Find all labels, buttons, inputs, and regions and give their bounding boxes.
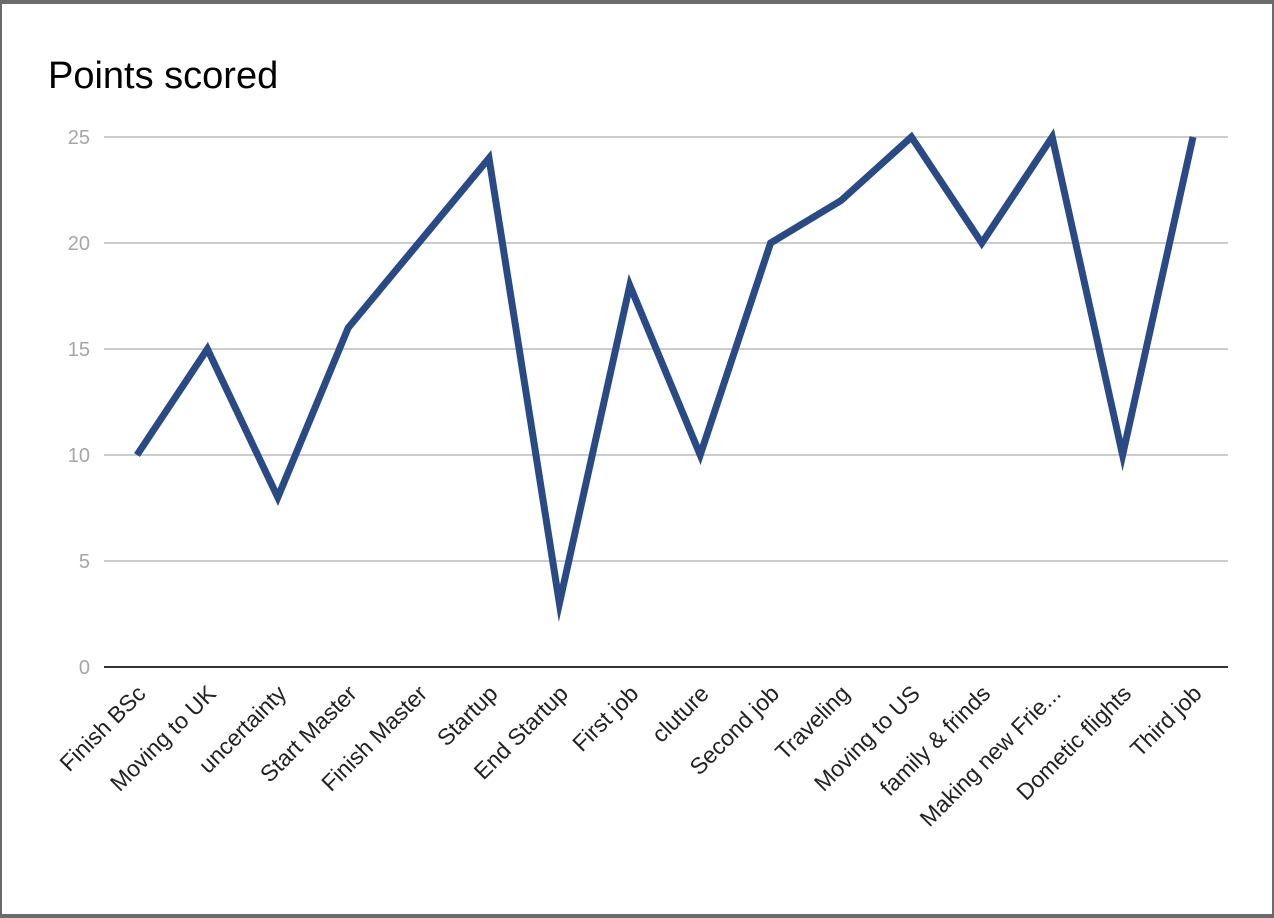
y-tick-label: 5 (79, 551, 90, 573)
chart-title: Points scored (48, 55, 278, 97)
x-tick-label: First job (567, 680, 643, 756)
series-line (134, 128, 1197, 623)
gridlines (104, 136, 1228, 668)
y-axis-ticks: 0 5 10 15 20 25 (68, 127, 90, 679)
x-tick-label: Startup (432, 680, 503, 751)
y-tick-label: 0 (79, 657, 90, 679)
y-tick-label: 15 (68, 339, 90, 361)
series-layer (134, 128, 1197, 623)
y-tick-label: 10 (68, 445, 90, 467)
y-tick-label: 25 (68, 127, 90, 149)
x-tick-label: cluture (647, 680, 714, 747)
y-tick-label: 20 (68, 233, 90, 255)
line-chart: Points scored 0 5 10 15 20 25 Finish BScMovin… (48, 55, 1228, 832)
x-tick-label: Third job (1125, 680, 1207, 762)
